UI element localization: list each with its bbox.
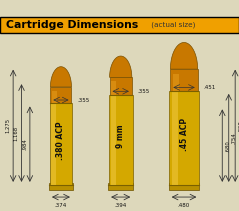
- Text: .898: .898: [238, 120, 239, 132]
- FancyBboxPatch shape: [50, 104, 72, 185]
- FancyBboxPatch shape: [173, 74, 179, 91]
- FancyBboxPatch shape: [170, 69, 198, 91]
- Text: .355: .355: [138, 89, 150, 94]
- Text: .45 ACP: .45 ACP: [179, 118, 189, 151]
- Text: 1.168: 1.168: [14, 126, 19, 141]
- Text: .394: .394: [114, 203, 127, 208]
- Text: .451: .451: [204, 85, 216, 90]
- Polygon shape: [170, 42, 198, 69]
- Polygon shape: [109, 56, 132, 77]
- Text: .380 ACP: .380 ACP: [56, 121, 65, 160]
- FancyBboxPatch shape: [109, 95, 133, 185]
- Text: (actual size): (actual size): [149, 22, 196, 28]
- FancyBboxPatch shape: [111, 95, 116, 185]
- Text: Cartridge Dimensions: Cartridge Dimensions: [6, 20, 138, 30]
- Text: .680: .680: [225, 140, 230, 151]
- Text: 9 mm: 9 mm: [116, 124, 125, 148]
- FancyBboxPatch shape: [108, 183, 133, 190]
- FancyBboxPatch shape: [50, 87, 71, 104]
- FancyBboxPatch shape: [111, 81, 116, 95]
- FancyBboxPatch shape: [51, 104, 56, 185]
- Text: .374: .374: [55, 203, 67, 208]
- FancyBboxPatch shape: [172, 91, 178, 185]
- FancyBboxPatch shape: [169, 91, 199, 185]
- Polygon shape: [50, 67, 71, 87]
- Text: .754: .754: [232, 132, 237, 144]
- FancyBboxPatch shape: [49, 183, 73, 190]
- FancyBboxPatch shape: [169, 183, 199, 190]
- Text: 1.275: 1.275: [5, 118, 10, 133]
- FancyBboxPatch shape: [52, 91, 57, 104]
- Text: .480: .480: [178, 203, 190, 208]
- FancyBboxPatch shape: [109, 77, 132, 95]
- Text: .355: .355: [77, 97, 90, 103]
- FancyBboxPatch shape: [0, 17, 239, 33]
- Text: .984: .984: [22, 138, 27, 150]
